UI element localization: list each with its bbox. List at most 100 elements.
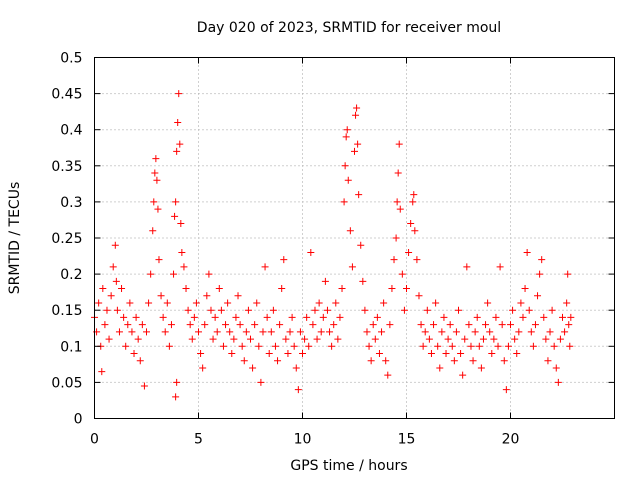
data-point (390, 256, 398, 264)
data-point (405, 248, 413, 256)
data-point (332, 299, 340, 307)
data-point (540, 313, 548, 321)
data-point (475, 342, 483, 350)
data-point (442, 350, 450, 358)
data-point (432, 299, 440, 307)
data-point (328, 342, 336, 350)
data-point (469, 357, 477, 365)
data-point (398, 270, 406, 278)
data-point (450, 357, 458, 365)
data-point (296, 328, 304, 336)
data-point (263, 313, 271, 321)
data-point (180, 263, 188, 271)
data-point (452, 328, 460, 336)
data-point (367, 357, 375, 365)
x-tick-label: 5 (194, 432, 203, 448)
data-point (369, 321, 377, 329)
data-point (380, 299, 388, 307)
data-point (321, 277, 329, 285)
data-point (259, 328, 267, 336)
data-point (544, 357, 552, 365)
data-point (113, 306, 121, 314)
data-point (457, 350, 465, 358)
data-point (105, 335, 113, 343)
data-point (199, 364, 207, 372)
data-point (315, 299, 323, 307)
data-point (563, 299, 571, 307)
data-point (230, 335, 238, 343)
data-point (352, 111, 360, 119)
data-point (567, 313, 575, 321)
data-point (511, 335, 519, 343)
data-point (434, 342, 442, 350)
data-point (171, 212, 179, 220)
data-point (561, 328, 569, 336)
data-point (410, 191, 418, 199)
data-point (173, 378, 181, 386)
data-point (513, 350, 521, 358)
data-point (559, 313, 566, 321)
data-point (176, 140, 184, 148)
data-point (534, 292, 542, 300)
data-point (294, 386, 302, 394)
data-point (151, 169, 159, 177)
data-point (334, 335, 342, 343)
data-point (351, 147, 358, 155)
data-point (430, 321, 438, 329)
y-tick-label: 0.15 (51, 303, 82, 319)
data-point (238, 342, 246, 350)
data-point (477, 364, 485, 372)
data-point (195, 328, 202, 336)
data-point (244, 306, 252, 314)
data-point (118, 285, 126, 293)
x-tick-label: 15 (398, 432, 416, 448)
data-point (353, 104, 361, 112)
data-point (438, 328, 446, 336)
data-point (103, 306, 111, 314)
data-point (224, 299, 232, 307)
data-point (247, 335, 254, 343)
data-point (359, 277, 367, 285)
data-point (280, 256, 288, 264)
y-tick-label: 0.45 (51, 87, 82, 103)
data-point (143, 328, 150, 336)
data-point (299, 350, 306, 358)
data-point (265, 350, 273, 358)
data-point (336, 313, 344, 321)
data-point (396, 205, 404, 213)
data-point (207, 306, 215, 314)
data-point (340, 198, 348, 206)
data-point (413, 256, 421, 264)
data-point (388, 285, 396, 293)
data-point (261, 263, 269, 271)
data-point (267, 328, 275, 336)
data-point (292, 364, 300, 372)
data-point (378, 328, 386, 336)
data-point (190, 313, 198, 321)
data-point (455, 306, 462, 314)
data-point (157, 292, 165, 300)
data-point (172, 198, 180, 206)
data-point (132, 313, 140, 321)
data-point (138, 321, 146, 329)
data-point (440, 313, 448, 321)
data-point (222, 321, 230, 329)
data-point (504, 342, 512, 350)
data-point (373, 313, 381, 321)
data-point (309, 321, 317, 329)
data-point (217, 306, 225, 314)
data-point (421, 328, 429, 336)
data-point (201, 321, 209, 329)
data-point (172, 393, 180, 401)
data-point (564, 270, 572, 278)
data-point (307, 248, 315, 256)
data-point (348, 263, 356, 271)
data-point (355, 191, 363, 199)
data-point (175, 90, 183, 98)
data-point (523, 248, 531, 256)
data-point (536, 270, 544, 278)
data-point (122, 342, 130, 350)
data-point (174, 118, 182, 126)
data-point (282, 335, 290, 343)
